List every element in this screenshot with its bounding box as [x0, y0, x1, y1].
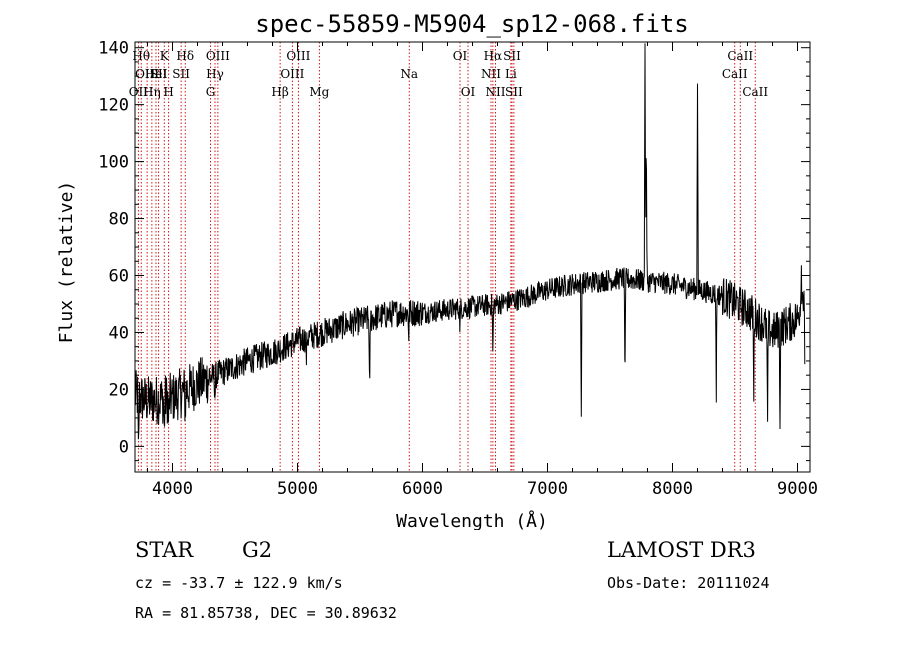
spectral-line-label: OI	[453, 49, 468, 63]
x-tick-label: 8000	[652, 479, 693, 499]
line-labels: OIIHθOIIIHηHeISIIKHSIIHδGHγOIIIHβOIIIOII…	[129, 49, 769, 99]
spectral-line-label: OIII	[280, 67, 304, 81]
spectral-line-label: OIII	[206, 49, 230, 63]
spectral-line-label: Hγ	[206, 67, 224, 81]
spectrum-series	[134, 43, 806, 440]
spectral-line-label: NII	[486, 85, 506, 99]
spectral-line-label: SII	[505, 85, 523, 99]
y-axis-label: Flux (relative)	[56, 181, 77, 344]
object-class: STAR	[135, 538, 194, 562]
y-tick-label: 60	[109, 267, 129, 287]
x-tick-label: 4000	[152, 479, 193, 499]
spectral-line-label: OIII	[286, 49, 310, 63]
y-tick-label: 0	[119, 437, 129, 457]
spectral-line-label: Mg	[309, 85, 329, 99]
y-tick-label: 140	[98, 39, 129, 59]
x-axis-label: Wavelength (Å)	[396, 510, 548, 530]
spectral-line-label: K	[160, 49, 170, 63]
spectral-line-label: Hθ	[132, 49, 150, 63]
x-tick-label: 9000	[777, 479, 818, 499]
spectral-line-label: NII	[481, 67, 501, 81]
coordinates: RA = 81.85738, DEC = 30.89632	[135, 604, 397, 622]
spectral-line-label: Hβ	[271, 85, 288, 99]
redshift-readout: cz = -33.7 ± 122.9 km/s	[135, 574, 343, 592]
spectral-line-label: G	[206, 85, 216, 99]
spectral-line-label: Hη	[143, 85, 161, 99]
spectral-line-markers	[137, 42, 756, 472]
spectrum-chart: 4000 5000 6000 7000 8000 9000 0 20 40 60 80 100 120 1…	[56, 10, 818, 530]
y-tick-label: 100	[98, 153, 129, 173]
obs-date: Obs-Date: 20111024	[607, 574, 770, 592]
spectral-line-label: Hα	[484, 49, 503, 63]
y-tick-label: 20	[109, 380, 129, 400]
x-tick-label: 7000	[527, 479, 568, 499]
spectral-line-label: OI	[461, 85, 476, 99]
spectral-line-label: Na	[400, 67, 418, 81]
survey-name: LAMOST DR3	[607, 538, 756, 562]
spectral-line-label: CaII	[727, 49, 753, 63]
plot-frame	[134, 41, 811, 473]
spectral-line-label: OIII	[135, 67, 159, 81]
spectral-line-label: Hδ	[176, 49, 194, 63]
spectral-line-label: SII	[172, 67, 190, 81]
y-tick-label: 120	[98, 96, 129, 116]
subclass: G2	[242, 538, 273, 562]
spectral-line-label: CaII	[742, 85, 768, 99]
spectral-line-label: SII	[503, 49, 521, 63]
y-tick-label: 40	[109, 323, 129, 343]
x-tick-label: 5000	[277, 479, 318, 499]
spectral-line-label: H	[163, 85, 173, 99]
spectral-line-label: HeI	[145, 67, 168, 81]
spectral-line-label: CaII	[722, 67, 748, 81]
x-tick-label: 6000	[402, 479, 443, 499]
spectral-line-label: OII	[129, 85, 149, 99]
spectrum-line	[134, 43, 806, 440]
y-tick-label: 80	[109, 210, 129, 230]
axis-ticks: 4000 5000 6000 7000 8000 9000 0 20 40 60 80 100 120 1…	[98, 39, 818, 499]
chart-title: spec-55859-M5904_sp12-068.fits	[255, 10, 688, 38]
spectral-line-label: Li	[505, 67, 517, 81]
spectral-line-label: SII	[150, 67, 168, 81]
